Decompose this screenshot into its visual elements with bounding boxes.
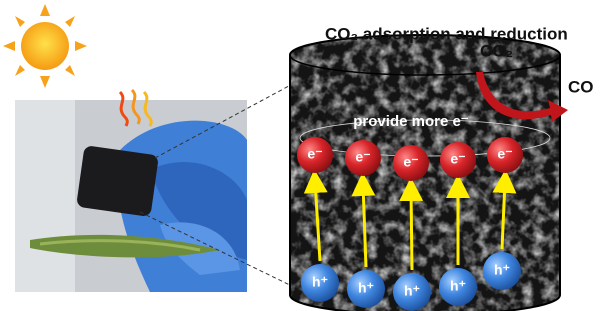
electron-label: e⁻ (403, 154, 418, 170)
gas-in-label: CO₂ (480, 41, 513, 60)
gas-out-label: CO (568, 77, 594, 96)
electron-label: e⁻ (497, 146, 512, 162)
hole-label: h⁺ (494, 262, 510, 278)
hole-label: h⁺ (450, 278, 466, 294)
transfer-arrow (411, 189, 412, 270)
hole-label: h⁺ (312, 274, 328, 290)
electron-label: e⁻ (355, 149, 370, 165)
hole-label: h⁺ (358, 280, 374, 296)
sun-icon (3, 4, 87, 88)
electron-label: e⁻ (307, 146, 322, 162)
diagram: CO₂ adsorption and reduction CO₂ CO prov… (0, 0, 601, 311)
electron-label: e⁻ (450, 151, 465, 167)
cylinder-label: provide more e⁻ (353, 113, 469, 130)
photo (15, 90, 247, 292)
title: CO₂ adsorption and reduction (325, 24, 568, 43)
hole-label: h⁺ (404, 283, 420, 299)
